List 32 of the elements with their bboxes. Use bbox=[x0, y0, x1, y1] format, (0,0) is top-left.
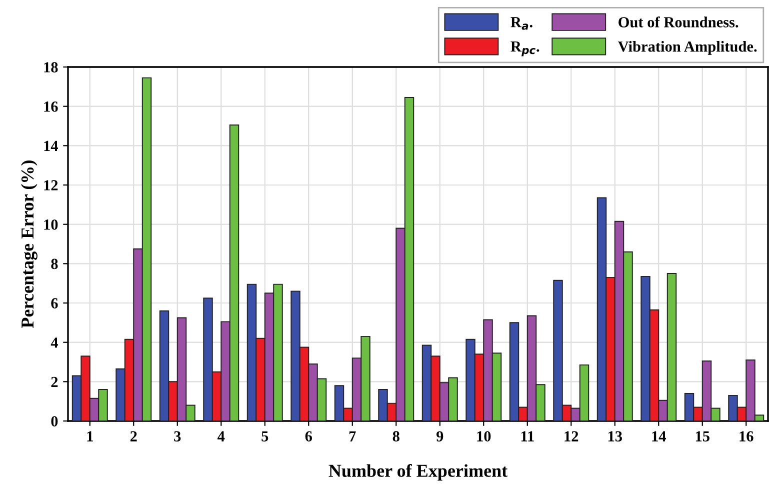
x-tick-label: 8 bbox=[392, 431, 400, 442]
y-tick-label: 2 bbox=[51, 376, 58, 387]
x-tick-label: 6 bbox=[305, 431, 312, 442]
legend-label: Out of Roundness. bbox=[618, 16, 738, 28]
x-tick-label: 10 bbox=[477, 431, 491, 442]
x-tick-label: 16 bbox=[740, 431, 754, 442]
y-tick-label: 16 bbox=[44, 102, 58, 112]
y-axis-title: Percentage Error (%) bbox=[20, 160, 38, 328]
x-tick-label: 15 bbox=[696, 431, 710, 442]
x-tick-label: 12 bbox=[564, 431, 578, 442]
y-tick-label: 4 bbox=[50, 338, 58, 348]
x-tick-label: 9 bbox=[436, 431, 444, 442]
y-tick-label: 14 bbox=[44, 140, 58, 151]
legend-label: Vibration Amplitude. bbox=[618, 40, 757, 55]
x-tick-label: 13 bbox=[608, 431, 622, 442]
x-tick-label: 4 bbox=[218, 431, 225, 442]
legend-label: R$_{pc}$. bbox=[510, 41, 540, 56]
y-tick-label: 6 bbox=[51, 298, 58, 308]
x-tick-label: 3 bbox=[174, 431, 181, 442]
x-tick-label: 1 bbox=[87, 431, 93, 442]
y-tick-label: 10 bbox=[44, 219, 58, 230]
x-tick-label: 2 bbox=[130, 431, 137, 442]
legend-label: R$_{a}$. bbox=[510, 17, 532, 30]
y-tick-label: 12 bbox=[44, 180, 58, 190]
y-tick-label: 8 bbox=[51, 258, 58, 270]
x-tick-label: 5 bbox=[262, 431, 268, 442]
y-tick-label: 0 bbox=[51, 416, 58, 426]
x-tick-label: 7 bbox=[349, 431, 356, 442]
y-tick-label: 18 bbox=[44, 62, 58, 72]
x-tick-label: 14 bbox=[652, 431, 666, 442]
x-tick-label: 11 bbox=[521, 431, 534, 442]
x-axis-title: Number of Experiment bbox=[328, 464, 508, 481]
